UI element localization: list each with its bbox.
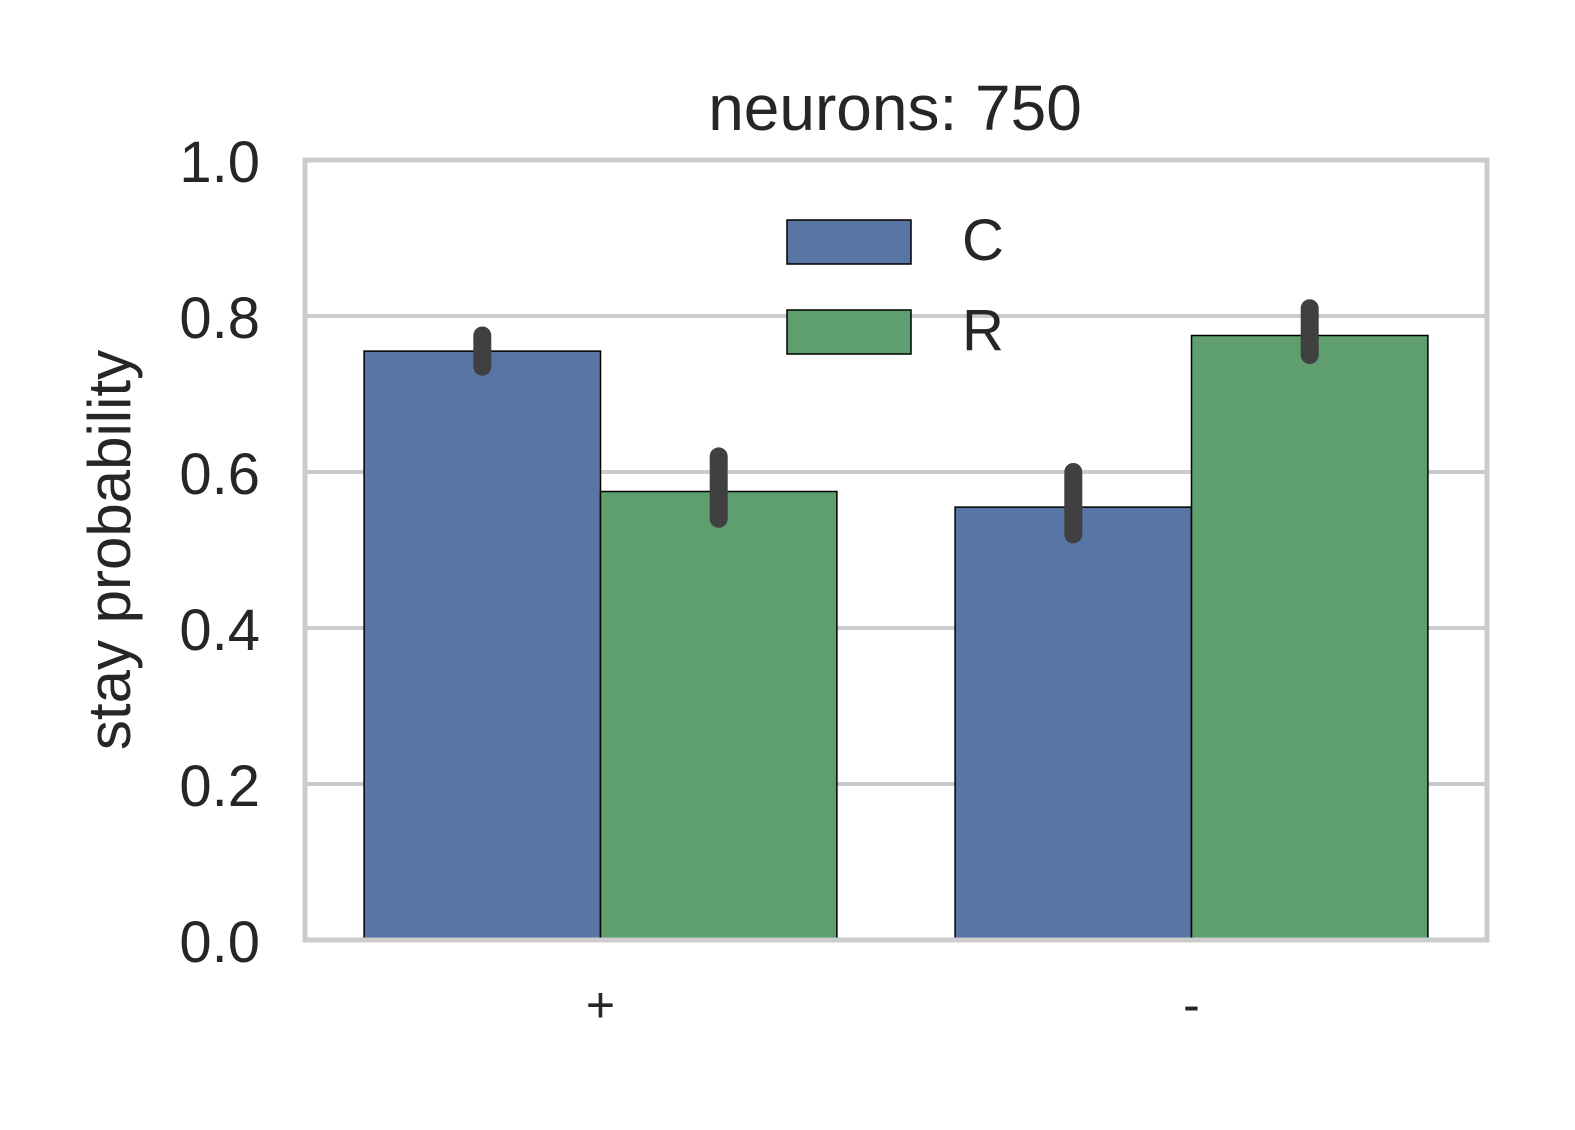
legend-swatch-C — [786, 219, 912, 265]
x-tick-labels: + - — [586, 977, 1200, 1033]
bar-C-0 — [363, 350, 602, 941]
bars — [363, 334, 1429, 941]
y-tick-label: 0.8 — [179, 286, 260, 351]
plot-frame — [302, 157, 1490, 943]
y-tick-label: 0.6 — [179, 442, 260, 507]
y-tick-labels: 0.0 0.2 0.4 0.6 0.8 1.0 — [179, 130, 260, 975]
y-tick-label: 1.0 — [179, 130, 260, 195]
x-tick-label: - — [1183, 977, 1200, 1033]
legend-label-C: C — [962, 208, 1004, 273]
legend-swatch-R — [786, 309, 912, 355]
y-tick-label: 0.4 — [179, 598, 260, 663]
y-tick-label: 0.2 — [179, 754, 260, 819]
legend: CR — [786, 208, 1004, 363]
y-axis-label: stay probability — [76, 350, 143, 750]
plot-border — [302, 157, 1490, 943]
x-tick-label: + — [586, 977, 615, 1033]
bar-R-1 — [1190, 334, 1429, 941]
bar-C-1 — [954, 506, 1193, 941]
legend-label-R: R — [962, 298, 1004, 363]
error-bars — [473, 299, 1319, 544]
chart-title: neurons: 750 — [708, 72, 1082, 144]
y-tick-label: 0.0 — [179, 910, 260, 975]
bar-R-0 — [599, 490, 838, 941]
